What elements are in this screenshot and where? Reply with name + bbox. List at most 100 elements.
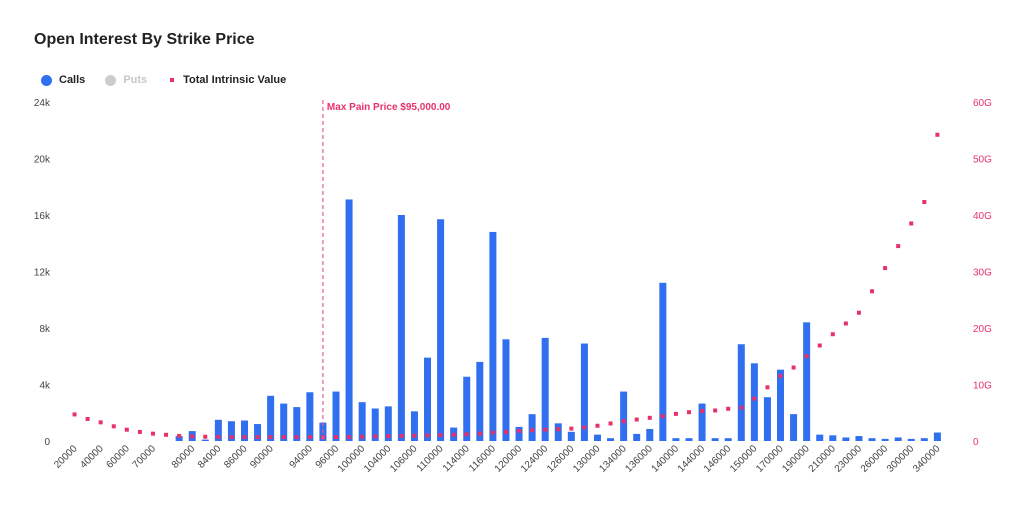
intrinsic-value-point[interactable]: [726, 406, 731, 411]
legend-item-puts[interactable]: Puts: [105, 74, 147, 86]
calls-bar[interactable]: [502, 339, 510, 441]
intrinsic-value-point[interactable]: [72, 412, 77, 417]
intrinsic-value-point[interactable]: [268, 435, 273, 440]
intrinsic-value-point[interactable]: [399, 433, 404, 438]
intrinsic-value-point[interactable]: [412, 433, 417, 438]
intrinsic-value-point[interactable]: [870, 289, 875, 294]
calls-bar[interactable]: [254, 424, 262, 441]
calls-bar[interactable]: [855, 436, 863, 441]
calls-bar[interactable]: [240, 420, 248, 441]
intrinsic-value-point[interactable]: [530, 428, 535, 433]
calls-bar[interactable]: [894, 437, 902, 441]
intrinsic-value-point[interactable]: [477, 431, 482, 436]
calls-bar[interactable]: [528, 414, 536, 441]
legend-item-calls[interactable]: Calls: [41, 74, 85, 86]
intrinsic-value-point[interactable]: [203, 434, 208, 439]
intrinsic-value-point[interactable]: [673, 411, 678, 416]
intrinsic-value-point[interactable]: [386, 434, 391, 439]
intrinsic-value-point[interactable]: [765, 385, 770, 390]
calls-bar[interactable]: [384, 406, 392, 441]
intrinsic-value-point[interactable]: [360, 434, 365, 439]
calls-bar[interactable]: [737, 344, 745, 441]
calls-bar[interactable]: [567, 431, 575, 441]
intrinsic-value-point[interactable]: [608, 421, 613, 426]
calls-bar[interactable]: [907, 438, 915, 441]
calls-bar[interactable]: [711, 438, 719, 441]
intrinsic-value-point[interactable]: [713, 408, 718, 413]
intrinsic-value-point[interactable]: [896, 244, 901, 249]
calls-bar[interactable]: [763, 397, 771, 441]
calls-bar[interactable]: [659, 282, 667, 441]
intrinsic-value-point[interactable]: [935, 132, 940, 137]
intrinsic-value-point[interactable]: [804, 354, 809, 359]
calls-bar[interactable]: [724, 438, 732, 441]
intrinsic-value-point[interactable]: [334, 435, 339, 440]
intrinsic-value-point[interactable]: [347, 435, 352, 440]
calls-bar[interactable]: [371, 408, 379, 441]
calls-bar[interactable]: [790, 414, 798, 441]
intrinsic-value-point[interactable]: [543, 427, 548, 432]
calls-bar[interactable]: [267, 395, 275, 441]
intrinsic-value-point[interactable]: [883, 266, 888, 271]
calls-bar[interactable]: [293, 407, 301, 441]
calls-bar[interactable]: [868, 438, 876, 441]
intrinsic-value-point[interactable]: [451, 432, 456, 437]
intrinsic-value-point[interactable]: [464, 432, 469, 437]
calls-bar[interactable]: [397, 215, 405, 441]
intrinsic-value-point[interactable]: [177, 433, 182, 438]
intrinsic-value-point[interactable]: [438, 433, 443, 438]
intrinsic-value-point[interactable]: [686, 410, 691, 415]
calls-bar[interactable]: [175, 436, 183, 441]
calls-bar[interactable]: [646, 428, 654, 441]
intrinsic-value-point[interactable]: [621, 419, 626, 424]
intrinsic-value-point[interactable]: [150, 431, 155, 436]
calls-bar[interactable]: [607, 438, 615, 441]
intrinsic-value-point[interactable]: [778, 374, 783, 379]
calls-bar[interactable]: [750, 363, 758, 441]
calls-bar[interactable]: [633, 433, 641, 441]
intrinsic-value-point[interactable]: [856, 310, 861, 315]
intrinsic-value-point[interactable]: [817, 343, 822, 348]
intrinsic-value-point[interactable]: [909, 221, 914, 226]
intrinsic-value-point[interactable]: [229, 435, 234, 440]
calls-bar[interactable]: [201, 439, 209, 441]
calls-bar[interactable]: [227, 421, 235, 441]
intrinsic-value-point[interactable]: [517, 428, 522, 433]
intrinsic-value-point[interactable]: [556, 427, 561, 432]
intrinsic-value-point[interactable]: [190, 434, 195, 439]
intrinsic-value-point[interactable]: [216, 434, 221, 439]
calls-bar[interactable]: [554, 423, 562, 441]
calls-bar[interactable]: [424, 357, 432, 441]
intrinsic-value-point[interactable]: [739, 405, 744, 410]
calls-bar[interactable]: [515, 426, 523, 442]
calls-bar[interactable]: [280, 403, 288, 441]
intrinsic-value-point[interactable]: [124, 427, 129, 432]
calls-bar[interactable]: [842, 437, 850, 441]
intrinsic-value-point[interactable]: [85, 416, 90, 421]
intrinsic-value-point[interactable]: [830, 332, 835, 337]
intrinsic-value-point[interactable]: [791, 365, 796, 370]
intrinsic-value-point[interactable]: [647, 415, 652, 420]
calls-bar[interactable]: [933, 432, 941, 441]
calls-bar[interactable]: [698, 403, 706, 441]
intrinsic-value-point[interactable]: [242, 435, 247, 440]
calls-bar[interactable]: [541, 337, 549, 441]
calls-bar[interactable]: [593, 434, 601, 441]
calls-bar[interactable]: [463, 376, 471, 441]
intrinsic-value-point[interactable]: [137, 429, 142, 434]
intrinsic-value-point[interactable]: [634, 417, 639, 422]
calls-bar[interactable]: [345, 199, 353, 441]
intrinsic-value-point[interactable]: [294, 435, 299, 440]
calls-bar[interactable]: [816, 434, 824, 441]
intrinsic-value-point[interactable]: [307, 435, 312, 440]
intrinsic-value-point[interactable]: [281, 435, 286, 440]
calls-bar[interactable]: [672, 438, 680, 441]
legend-item-intrinsic[interactable]: Total Intrinsic Value: [167, 74, 286, 86]
intrinsic-value-point[interactable]: [660, 414, 665, 419]
intrinsic-value-point[interactable]: [98, 420, 103, 425]
intrinsic-value-point[interactable]: [503, 429, 508, 434]
calls-bar[interactable]: [777, 369, 785, 441]
calls-bar[interactable]: [214, 419, 222, 441]
intrinsic-value-point[interactable]: [255, 435, 260, 440]
intrinsic-value-point[interactable]: [569, 426, 574, 431]
